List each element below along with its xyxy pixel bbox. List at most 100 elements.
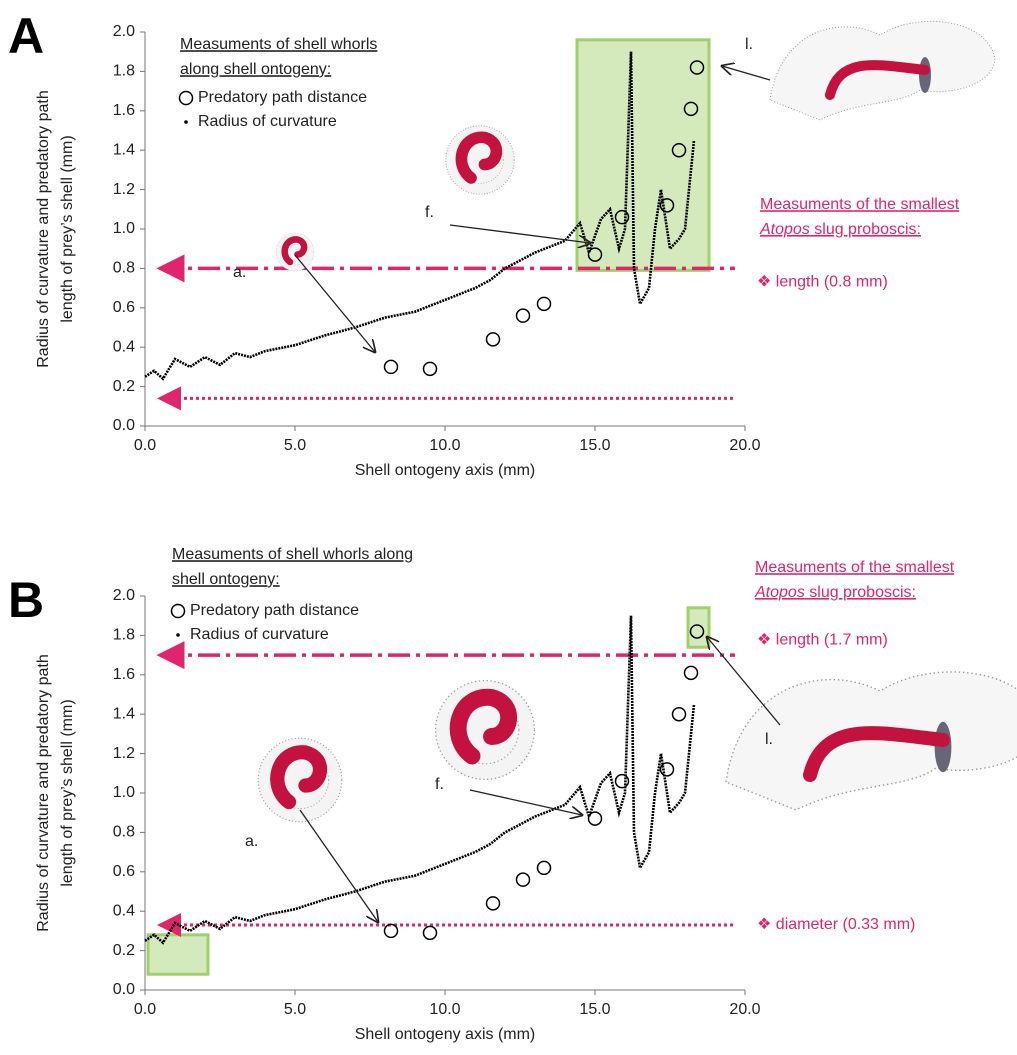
proboscis — [270, 745, 328, 810]
data-point — [614, 773, 630, 789]
y-tick-label: 2.0 — [113, 587, 135, 604]
data-point — [422, 361, 438, 377]
proboscis — [825, 60, 930, 100]
x-tick-label: 20.0 — [729, 1001, 760, 1018]
data-point — [683, 101, 699, 117]
panel-label: B — [8, 572, 44, 628]
y-tick-label: 0.4 — [113, 338, 135, 355]
legend-title: shell ontogeny: — [172, 571, 280, 588]
callout-label: a. — [233, 264, 246, 281]
proboscis — [803, 726, 950, 782]
callout-arrow — [707, 637, 781, 726]
data-point — [485, 896, 501, 911]
x-tick-label: 5.0 — [284, 437, 306, 454]
shell-render — [769, 20, 996, 121]
y-tick-label: 1.4 — [113, 141, 135, 158]
callout-arrow — [294, 254, 375, 352]
proboscis — [455, 131, 503, 184]
legend-label: Radius of curvature — [190, 626, 329, 643]
data-point — [587, 811, 603, 826]
data-point — [689, 624, 705, 639]
y-tick-label: 0.2 — [113, 378, 135, 395]
y-tick-label: 1.0 — [113, 220, 135, 237]
mesh — [725, 671, 1017, 811]
x-tick-label: 0.0 — [134, 437, 156, 454]
y-tick-label: 1.8 — [113, 63, 135, 80]
data-point — [536, 296, 552, 312]
x-tick-label: 10.0 — [429, 437, 460, 454]
x-axis-title: Shell ontogeny axis (mm) — [355, 462, 536, 479]
proboscis — [281, 236, 308, 266]
y-axis-title: length of prey’s shell (mm) — [59, 699, 76, 886]
x-tick-label: 5.0 — [284, 1001, 306, 1018]
legend-symbol — [170, 603, 186, 619]
reference-label: ❖ diameter (0.33 mm) — [757, 916, 915, 933]
y-tick-label: 1.0 — [113, 784, 135, 801]
note-italic: Atopos — [754, 584, 805, 601]
note-italic: Atopos — [759, 221, 810, 238]
x-tick-label: 15.0 — [579, 437, 610, 454]
data-point — [671, 706, 687, 722]
callout-arrow — [722, 66, 771, 81]
note-line: Measuments of the smallest — [755, 559, 955, 576]
curve-line — [144, 51, 696, 381]
callout-arrow — [469, 789, 582, 815]
note-line: Atopos slug proboscis: — [754, 584, 916, 601]
reference-label: ❖ length (1.7 mm) — [757, 631, 888, 648]
callout-label: l. — [765, 731, 773, 748]
data-point — [485, 332, 501, 347]
mesh — [769, 20, 996, 121]
y-tick-label: 1.6 — [113, 666, 135, 683]
proboscis — [449, 689, 518, 765]
legend-label: Predatory path distance — [190, 602, 359, 619]
y-tick-label: 0.8 — [113, 260, 135, 277]
data-point — [671, 142, 687, 158]
highlight-box — [575, 38, 711, 272]
y-tick-label: 1.8 — [113, 627, 135, 644]
callout-arrow — [449, 224, 590, 243]
shell-render — [445, 125, 515, 195]
legend-title: Measuments of shell whorls along — [172, 546, 413, 563]
y-tick-label: 0.8 — [113, 824, 135, 841]
y-axis-title: Radius of curvature and predatory path — [35, 90, 52, 368]
x-tick-label: 0.0 — [134, 1001, 156, 1018]
note-text: slug proboscis: — [810, 221, 921, 238]
data-point — [383, 923, 399, 939]
data-point — [587, 247, 603, 262]
y-axis-title: Radius of curvature and predatory path — [35, 654, 52, 932]
curve-line — [144, 615, 696, 945]
data-point — [683, 665, 699, 681]
data-point — [659, 198, 675, 213]
data-point — [383, 359, 399, 375]
note-line: Measuments of the smallest — [760, 196, 960, 213]
y-tick-label: 1.2 — [113, 181, 135, 198]
y-tick-label: 0.6 — [113, 299, 135, 316]
legend-label: Predatory path distance — [198, 89, 367, 106]
x-tick-label: 15.0 — [579, 1001, 610, 1018]
data-point — [515, 872, 531, 887]
note-line: Atopos slug proboscis: — [759, 221, 921, 238]
shell-render — [257, 737, 343, 823]
y-tick-label: 2.0 — [113, 23, 135, 40]
highlight-box — [146, 933, 210, 976]
legend-title: Measuments of shell whorls — [180, 36, 377, 53]
callout-arrow — [299, 809, 378, 922]
legend-symbol — [176, 633, 180, 637]
shell-render — [434, 679, 536, 781]
data-point — [689, 60, 705, 75]
y-axis-title: length of prey’s shell (mm) — [59, 135, 76, 322]
shell-render — [725, 671, 1017, 811]
y-tick-label: 1.2 — [113, 745, 135, 762]
x-tick-label: 10.0 — [429, 1001, 460, 1018]
panel-label: A — [8, 8, 44, 64]
reference-label: ❖ length (0.8 mm) — [757, 274, 888, 291]
data-point — [614, 209, 630, 225]
legend-symbol — [178, 90, 194, 106]
data-point — [515, 308, 531, 323]
y-tick-label: 0.6 — [113, 863, 135, 880]
data-point — [536, 860, 552, 876]
shell-render — [275, 232, 315, 272]
callout-label: f. — [425, 204, 434, 221]
callout-label: l. — [745, 36, 753, 53]
